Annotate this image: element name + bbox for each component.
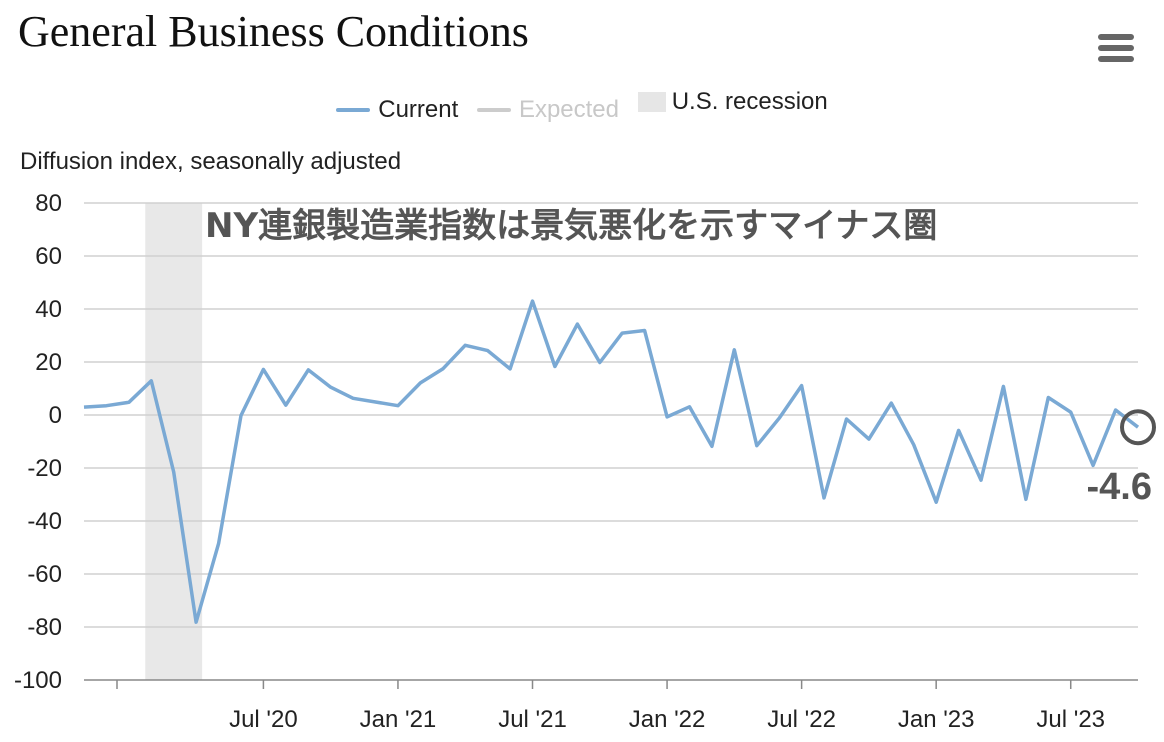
x-tick-label: Jul '21: [498, 706, 567, 733]
legend-item-current[interactable]: Current: [336, 96, 458, 124]
legend-swatch-expected: [476, 108, 511, 112]
page-title: General Business Conditions: [18, 7, 529, 56]
chart-annotation: NY連銀製造業指数は景気悪化を示すマイナス圏: [205, 206, 937, 246]
y-tick-label: -60: [27, 561, 62, 588]
last-value-label: -4.6: [1087, 466, 1152, 508]
y-tick-label: 20: [35, 349, 62, 376]
legend-label-current: Current: [378, 96, 459, 123]
y-tick-label: 40: [35, 296, 62, 323]
y-axis-title: Diffusion index, seasonally adjusted: [20, 148, 402, 175]
y-tick-label: 0: [49, 402, 62, 429]
y-tick-label: 80: [35, 190, 62, 217]
last-point-marker: [1120, 409, 1156, 446]
legend-item-expected[interactable]: Expected: [476, 96, 620, 124]
legend-label-recession: U.S. recession: [671, 88, 828, 115]
legend-swatch-recession: [637, 92, 666, 112]
chart-legend: Current Expected U.S. recession: [0, 88, 1164, 124]
x-tick-label: Jan '21: [360, 706, 437, 733]
y-tick-label: -20: [27, 455, 62, 482]
y-tick-label: -80: [27, 614, 62, 641]
x-tick-label: Jul '23: [1036, 706, 1105, 733]
x-tick-label: Jan '23: [898, 706, 975, 733]
legend-label-expected: Expected: [518, 96, 620, 123]
legend-swatch-current: [336, 108, 371, 112]
series-line-current[interactable]: [83, 299, 1140, 624]
y-tick-label: -100: [14, 667, 62, 694]
y-tick-label: 60: [35, 243, 62, 270]
x-tick-label: Jul '20: [229, 706, 298, 733]
x-tick-label: Jul '22: [767, 706, 836, 733]
legend-item-recession[interactable]: U.S. recession: [637, 88, 828, 116]
y-tick-label: -40: [27, 508, 62, 535]
hamburger-menu-icon[interactable]: [1098, 34, 1134, 62]
x-tick-label: Jan '22: [629, 706, 706, 733]
